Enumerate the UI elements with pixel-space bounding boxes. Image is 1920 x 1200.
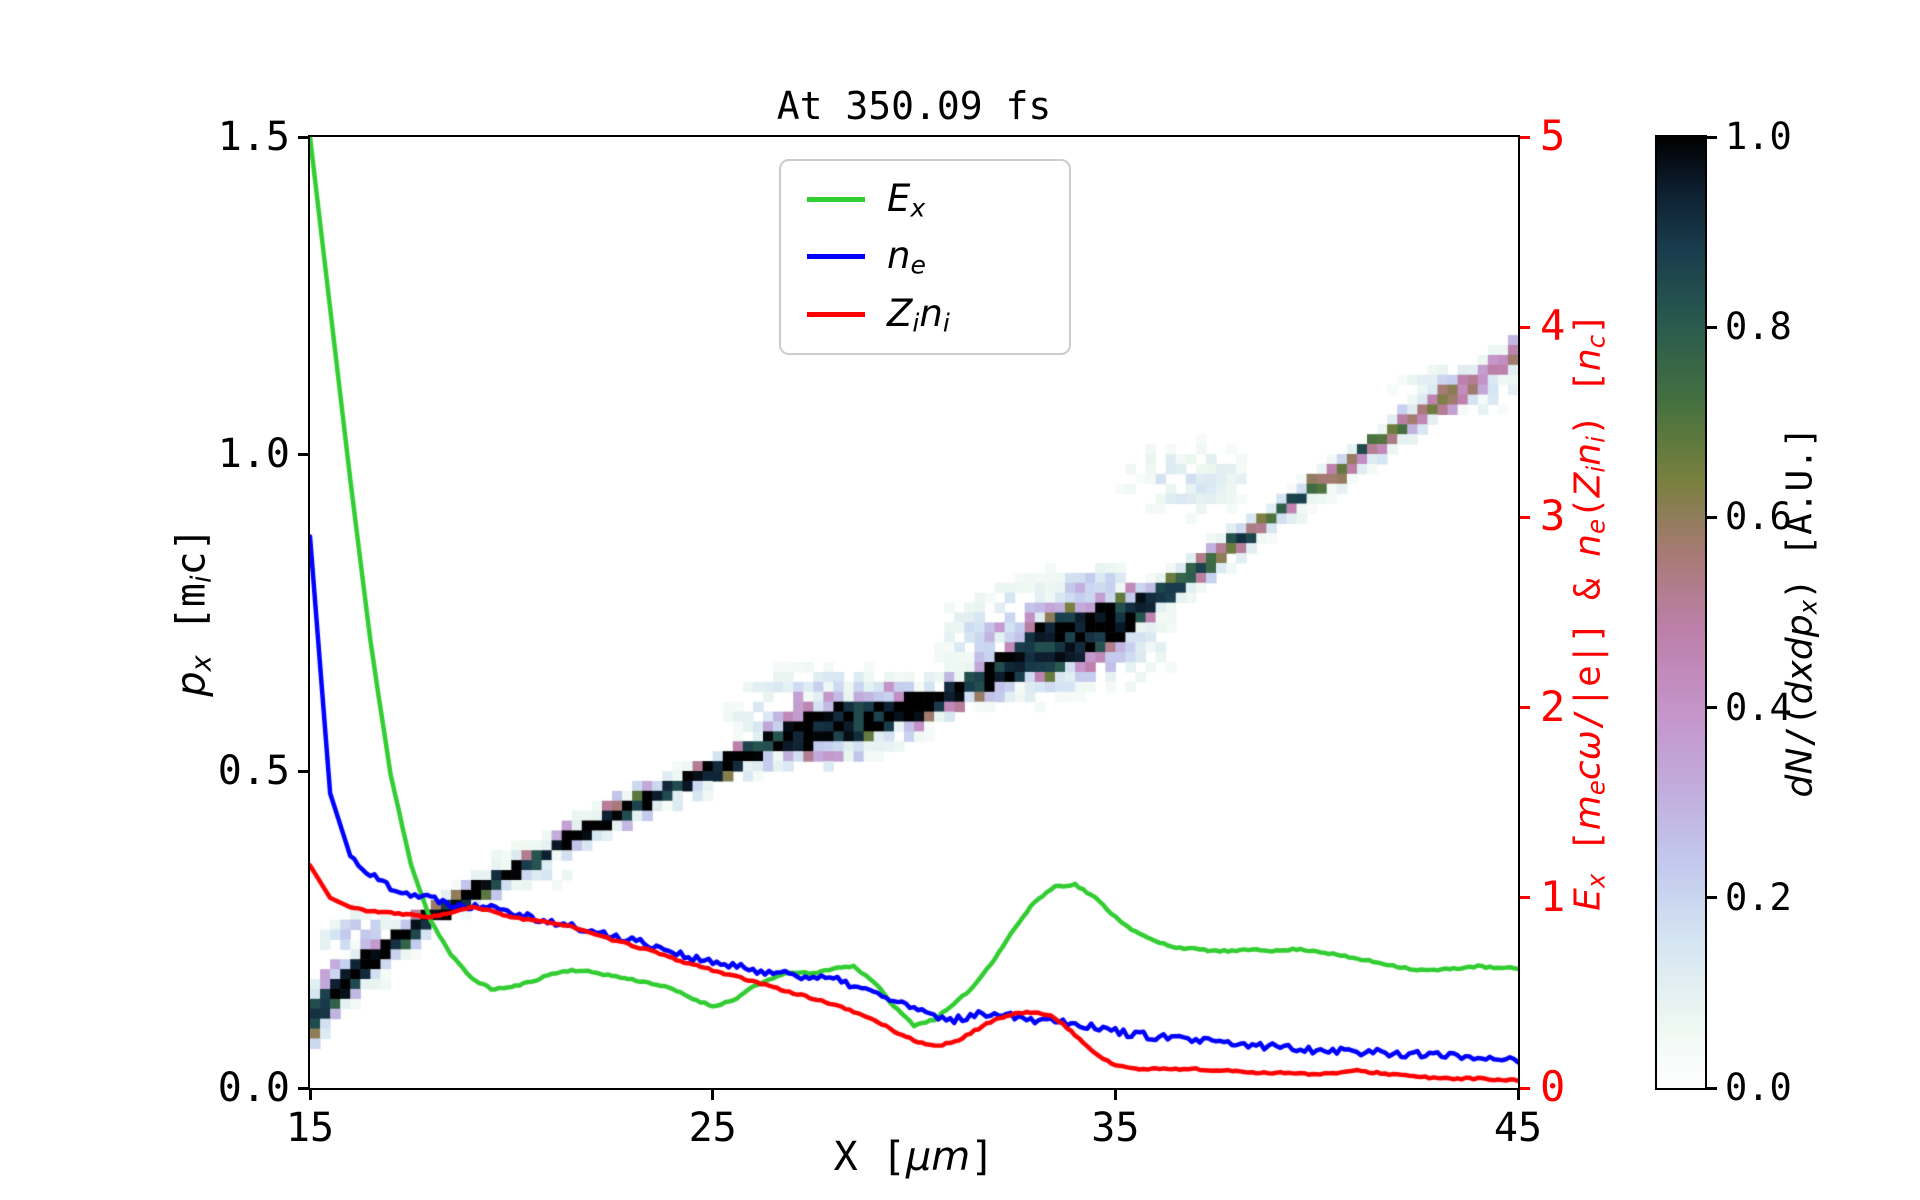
- legend: Ex ne Zini: [779, 159, 1071, 355]
- y-right-axis-label: Ex [mecω/|e|] & ne(Zini) [nc]: [1567, 313, 1611, 911]
- legend-label-Ex: Ex: [887, 176, 926, 223]
- colorbar-tick-mark: [1707, 896, 1717, 900]
- x-tick-label: 15: [285, 1105, 335, 1151]
- colorbar-tick-mark: [1707, 135, 1717, 139]
- colorbar-tick-label: 0.2: [1725, 875, 1792, 919]
- colorbar-tick-label: 1.0: [1725, 115, 1792, 158]
- y-right-tick-label: 5: [1540, 111, 1566, 160]
- legend-line-sample-Ex: [807, 197, 865, 203]
- colorbar-tick-label: 0.6: [1725, 495, 1792, 539]
- legend-label-ne: ne: [887, 234, 926, 280]
- x-tick-label: 45: [1493, 1105, 1543, 1151]
- y-left-tick-label: 1.0: [217, 431, 290, 477]
- x-tick-label: 35: [1091, 1105, 1140, 1151]
- colorbar-tick-mark: [1707, 706, 1717, 710]
- colorbar-tick-label: 0.8: [1725, 305, 1792, 349]
- y-left-tick-mark: [298, 1086, 308, 1090]
- colorbar: [1655, 135, 1707, 1090]
- y-left-tick-mark: [298, 769, 308, 773]
- y-right-tick-label: 3: [1540, 491, 1566, 541]
- x-tick-mark: [308, 1090, 312, 1100]
- y-left-tick-label: 1.5: [217, 114, 290, 160]
- y-left-tick-mark: [298, 135, 308, 139]
- y-right-tick-label: 1: [1540, 871, 1566, 921]
- y-right-tick-mark: [1520, 515, 1530, 519]
- y-right-tick-label: 0: [1540, 1062, 1566, 1111]
- y-left-tick-label: 0.5: [217, 748, 290, 794]
- y-right-tick-label: 4: [1540, 301, 1566, 351]
- y-right-tick-mark: [1520, 325, 1530, 329]
- chart-title: At 350.09 fs: [776, 84, 1052, 128]
- colorbar-tick-label: 0.0: [1725, 1066, 1792, 1109]
- y-right-tick-mark: [1520, 1086, 1530, 1090]
- legend-line-sample-Zini: [807, 311, 865, 317]
- colorbar-tick-mark: [1707, 515, 1717, 519]
- x-tick-mark: [1113, 1090, 1117, 1100]
- y-right-tick-mark: [1520, 706, 1530, 710]
- x-tick-label: 25: [688, 1105, 737, 1151]
- y-right-tick-mark: [1520, 896, 1530, 900]
- y-left-tick-mark: [298, 452, 308, 456]
- legend-label-Zini: Zini: [887, 291, 950, 338]
- x-axis-label: X [μm]: [833, 1134, 995, 1180]
- legend-item-ne: ne: [807, 234, 1043, 280]
- y-left-axis-label: px [mic]: [168, 527, 218, 697]
- y-right-tick-mark: [1520, 135, 1530, 139]
- y-right-tick-label: 2: [1540, 681, 1566, 731]
- y-left-tick-label: 0.0: [217, 1065, 290, 1111]
- legend-item-Ex: Ex: [807, 176, 1043, 223]
- x-tick-mark: [711, 1090, 715, 1100]
- colorbar-tick-label: 0.4: [1725, 685, 1792, 729]
- colorbar-tick-mark: [1707, 1086, 1717, 1090]
- x-tick-mark: [1516, 1090, 1520, 1100]
- colorbar-tick-mark: [1707, 325, 1717, 329]
- legend-line-sample-ne: [807, 254, 865, 260]
- legend-item-Zini: Zini: [807, 291, 1043, 338]
- colorbar-label: dN/(dxdpx) [A.U.]: [1779, 426, 1823, 798]
